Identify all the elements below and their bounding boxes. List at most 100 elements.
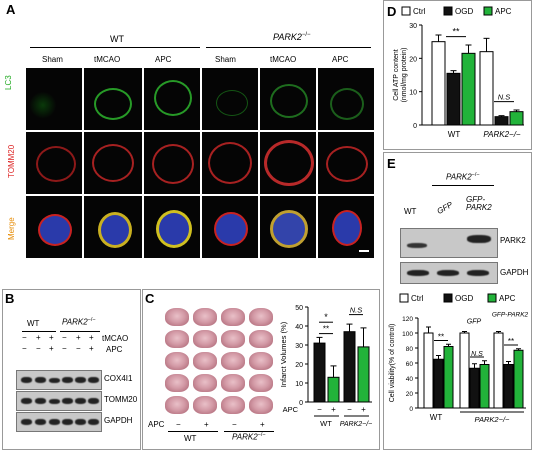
lane-wt: WT [404,207,417,216]
panel-a-label: A [6,2,16,17]
legend-swatch [399,293,409,303]
bar [461,52,476,126]
park2-sup: −/− [301,32,311,38]
panel-c-park2: PARK2−/− [232,432,266,442]
bar [503,364,514,409]
bar [446,72,461,126]
park2-gene: PARK2 [273,32,302,42]
micrograph-lc3-apc-wt [144,68,200,130]
y-tick-label: 20 [409,56,417,63]
tmcao-sign-1: − [22,333,27,342]
y-tick-label: 50 [295,305,303,312]
bar [479,364,490,409]
x-tick-label: + [331,405,336,414]
panel-c-apc-sign-1: − [176,420,181,429]
panel-c-park2-sup: −/− [257,432,266,438]
y-tick-label: 10 [409,90,417,97]
y-tick-label: 20 [295,362,303,369]
panel-b-park2-sup: −/− [87,317,96,323]
panel-e-label: E [387,156,396,171]
apc-sign-2: − [36,344,41,353]
sig-star: ** [323,325,329,334]
col-label-apc-ko: APC [332,55,349,64]
lane-gfp-park2: GFP-PARK2 [466,195,492,212]
blot-label-cox4i1: COX4I1 [104,374,133,383]
sig-star: ** [508,337,514,346]
bar [493,332,504,409]
x-tick-label: + [361,405,366,414]
x-group-label: PARK2−/− [475,415,511,424]
bar [513,349,524,409]
tmcao-sign-6: + [89,333,94,342]
micrograph-tomm20-apc-ko [318,132,374,194]
scale-bar [359,250,369,252]
panel-c-frame [142,289,380,450]
micrograph-lc3-sham-ko [202,68,258,130]
apc-sign-3: + [49,344,54,353]
blot-park2 [400,228,498,258]
apc-sign-6: + [89,344,94,353]
bar [459,332,470,409]
bar [433,358,444,409]
panel-c-apc-sign-2: + [204,420,209,429]
bar [443,346,454,409]
tmcao-sign-3: + [49,333,54,342]
micrograph-lc3-tmcao-ko [260,68,316,130]
legend-swatch [443,6,453,16]
legend-label: OGD [455,7,473,16]
y-tick-label: 40 [406,376,414,383]
group-label: PARK2−/− [483,130,521,139]
y-tick-label: 120 [402,316,413,323]
tmcao-label: tMCAO [102,334,129,343]
legend-label: APC [499,294,516,303]
panel-b-park2: PARK2−/− [62,317,96,327]
micrograph-merge-apc-wt [144,196,200,258]
group-label: WT [320,419,332,428]
row-label-tomm20: TOMM20 [7,144,16,178]
panel-c-wt: WT [184,434,197,443]
group-label: GFP-PARK2 [492,312,529,319]
tmcao-sign-4: − [62,333,67,342]
panel-b-wt-line [22,331,56,332]
bar [509,111,524,126]
col-label-apc-wt: APC [155,55,172,64]
micrograph-merge-sham-wt [26,196,82,258]
row-label-merge: Merge [7,217,16,240]
wt-header-line [30,47,200,48]
y-axis-label: Cell viability(% of control) [389,324,396,403]
blot-label-gapdh-b: GAPDH [104,416,133,425]
panel-c-ko-line [224,431,274,432]
bar [494,116,509,126]
tmcao-sign-5: + [76,333,81,342]
park2-header: PARK2−/− [273,32,311,42]
micrograph-merge-apc-ko [318,196,374,258]
y-tick-label: 100 [402,331,413,338]
panel-b-frame [2,289,141,450]
bar [313,342,326,403]
sig-ns: N.S [350,306,363,315]
y-tick-label: 60 [406,361,414,368]
micrograph-merge-sham-ko [202,196,258,258]
bar [469,367,480,409]
sig-star: ** [452,27,460,37]
group-label: PARK2−/− [340,421,373,428]
y-tick-label: 30 [295,343,303,350]
bar [327,376,340,403]
panel-e-frame [383,152,532,450]
blot-tomm20-b [16,391,102,411]
micrograph-tomm20-apc-wt [144,132,200,194]
micrograph-tomm20-sham-ko [202,132,258,194]
panel-e-park2-line [432,185,494,186]
panel-e-park2-sup: −/− [471,172,480,178]
blot-gapdh-b [16,412,102,432]
bar [423,332,434,409]
panel-e-park2: PARK2−/− [446,172,480,182]
micrograph-tomm20-tmcao-wt [84,132,142,194]
y-axis-label: Infarct Volumes (%) [279,321,288,387]
micrograph-lc3-tmcao-wt [84,68,142,130]
sig-ns: N.S [471,351,483,358]
blot-gapdh-e [400,262,498,284]
panel-b-label: B [5,291,15,306]
wt-header: WT [110,34,124,44]
cell-viability-chart: Ctrl OGD APC 0 20 40 60 80 100 120 Cell viability(… [389,293,529,424]
